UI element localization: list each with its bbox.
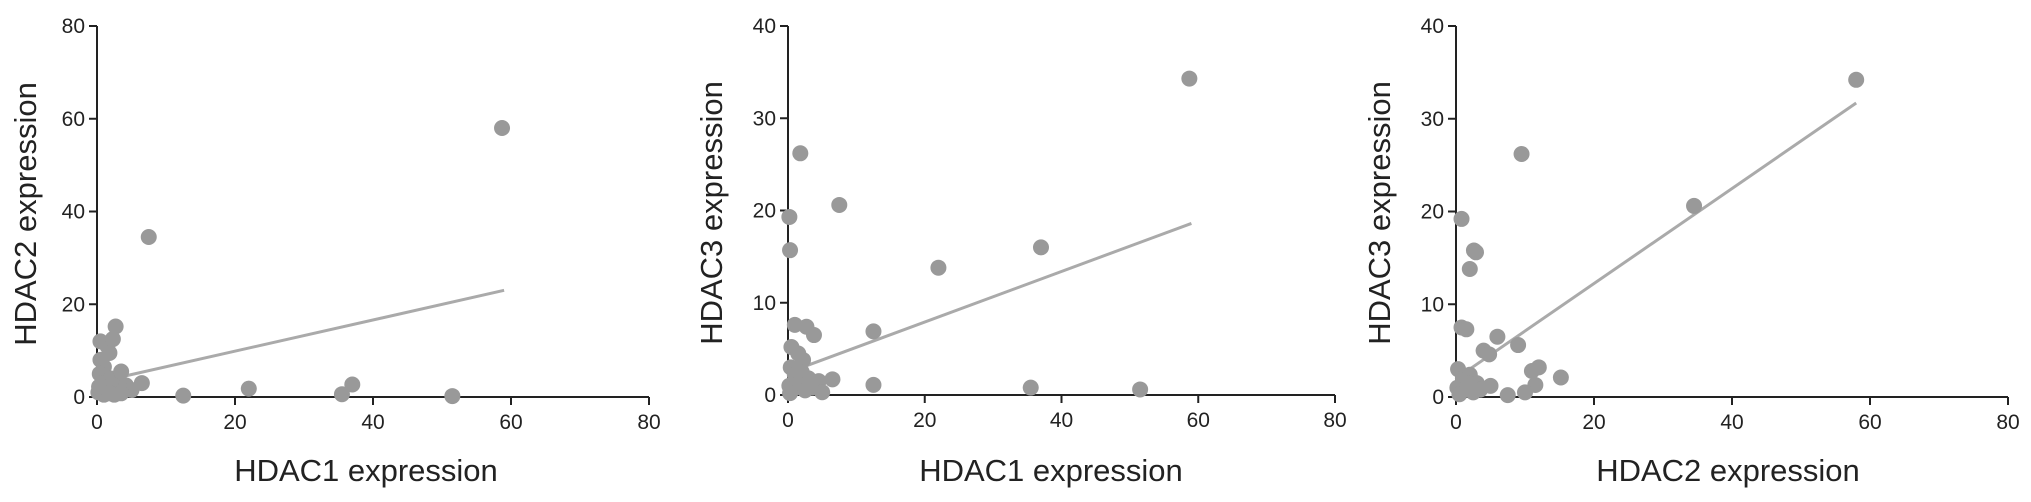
panel-2-y-axis-title: HDAC3 expression [1362, 81, 1397, 345]
panel-0-y-axis-title: HDAC2 expression [8, 82, 43, 346]
panel-1-x-axis-title: HDAC1 expression [919, 453, 1183, 488]
panel-0-y-tick-label: 40 [62, 201, 85, 224]
panel-0-y-tick-label: 0 [73, 386, 85, 409]
panel-1-data-point [814, 384, 831, 401]
panel-2-data-point [1848, 71, 1865, 88]
panel-2-data-point [1517, 384, 1533, 401]
panel-1-data-point [865, 376, 882, 393]
panel-2-y-tick-label: 10 [1421, 293, 1444, 316]
panel-2-data-point [1686, 197, 1703, 214]
panel-2-regression-line [1462, 101, 1858, 376]
panel-0-y-tick-label: 60 [62, 108, 85, 131]
panel-0-x-tick-label: 80 [637, 411, 660, 434]
panel-1-x-tick-label: 40 [1050, 409, 1073, 432]
panel-0-x-tick-label: 60 [499, 411, 522, 434]
panel-1-data-point [795, 351, 812, 368]
panel-1-data-point [824, 371, 841, 388]
panel-0-x-axis-title: HDAC1 expression [234, 453, 498, 488]
panel-0-data-point [101, 385, 118, 402]
scatter-panel-hdac1-vs-hdac3: HDAC1 expression HDAC3 expression 0 10 20 3… [694, 15, 1347, 488]
panel-2-x-tick-label: 40 [1720, 411, 1743, 434]
panel-1-y-tick-label: 30 [753, 107, 776, 130]
panel-1-data-point [805, 327, 822, 344]
panel-0-x-tick-label: 40 [361, 411, 384, 434]
panel-2-y-tick-label: 0 [1432, 386, 1444, 409]
panel-1-data-point [1032, 239, 1049, 256]
panel-1-x-tick-label: 20 [913, 409, 936, 432]
panel-0-data-point [175, 387, 192, 404]
panel-1-data-point [1181, 70, 1198, 87]
panel-2-x-tick-label: 80 [1996, 411, 2019, 434]
panel-2-data-point [1481, 346, 1498, 363]
panel-2-data-point [1523, 363, 1540, 380]
panel-2-y-tick-label: 30 [1421, 108, 1444, 131]
panel-1-data-point [782, 385, 799, 402]
scatter-panel-hdac2-vs-hdac3: HDAC2 expression HDAC3 expression 0 10 20 3… [1362, 15, 2020, 488]
panel-1-data-point [792, 145, 809, 162]
panel-0-data-point [113, 385, 130, 402]
panel-1-y-tick-label: 0 [764, 384, 776, 407]
panel-1-x-tick-label: 60 [1187, 409, 1210, 432]
panel-0-y-tick-label: 80 [62, 15, 85, 38]
panel-2-x-axis-title: HDAC2 expression [1596, 453, 1860, 488]
panel-1-y-axis-title: HDAC3 expression [694, 81, 729, 345]
panel-0-data-point [107, 318, 124, 335]
panel-1-data-point [1132, 381, 1149, 398]
panel-2-x-tick-label: 20 [1582, 411, 1605, 434]
panel-2-data-point [1453, 210, 1470, 227]
panel-1-data-point [831, 196, 848, 213]
panel-2-data-point [1468, 244, 1485, 261]
panel-1-data-point [782, 242, 799, 259]
panel-2-data-point [1451, 386, 1468, 403]
panel-2-y-tick-label: 40 [1421, 15, 1444, 38]
panel-2-x-tick-label: 60 [1858, 411, 1881, 434]
panel-0-data-point [494, 120, 511, 137]
panel-1-y-tick-label: 10 [753, 292, 776, 315]
panel-0-x-tick-label: 0 [91, 411, 103, 434]
panel-2-data-point [1552, 369, 1569, 386]
panel-0-data-point [240, 380, 257, 397]
panel-2-data-point [1458, 321, 1475, 338]
panel-0-data-point [140, 229, 157, 246]
panel-1-data-point [781, 208, 798, 225]
panel-2-data-point [1499, 387, 1516, 404]
panel-0-data-point [344, 376, 361, 393]
panel-1-data-point [865, 323, 882, 340]
panel-0-data-point [113, 363, 130, 380]
panel-1-x-tick-label: 80 [1323, 409, 1346, 432]
panel-1-y-tick-label: 20 [753, 200, 776, 223]
panel-0-x-tick-label: 20 [223, 411, 246, 434]
panel-2-data-point [1489, 328, 1506, 345]
panel-2-data-point [1472, 381, 1489, 398]
panel-2-data-point [1510, 337, 1527, 354]
panel-2-x-tick-label: 0 [1450, 411, 1462, 434]
panel-0-data-point [444, 388, 461, 405]
panel-2-y-tick-label: 20 [1421, 201, 1444, 224]
panel-2-data-point [1513, 145, 1530, 162]
panel-1-y-tick-label: 40 [753, 15, 776, 38]
panel-1-data-point [1022, 379, 1039, 396]
panel-1-x-tick-label: 0 [782, 409, 794, 432]
panel-1-data-point [930, 259, 947, 276]
scatter-panel-hdac1-vs-hdac2: HDAC1 expression HDAC2 expression 0 20 40 6… [8, 15, 661, 488]
panel-0-regression-line [103, 288, 505, 383]
panel-0-data-point [333, 386, 350, 403]
panel-0-y-tick-label: 20 [62, 293, 85, 316]
panel-2-data-point [1461, 261, 1478, 278]
panel-0-data-point [104, 331, 121, 348]
panel-1-regression-line [794, 222, 1192, 372]
panel-0-data-point [133, 375, 150, 392]
panel-2-data-point [1460, 375, 1477, 392]
